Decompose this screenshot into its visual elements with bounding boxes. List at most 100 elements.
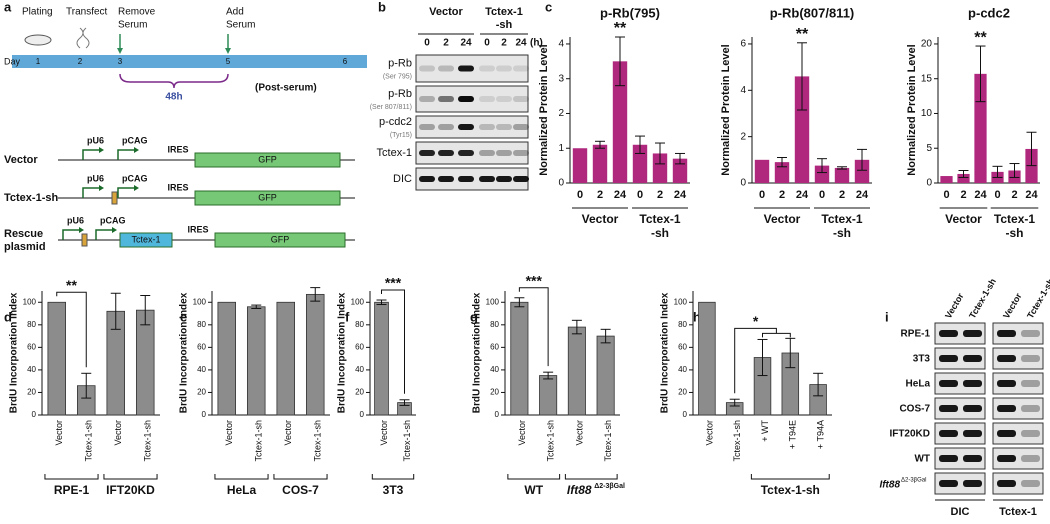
significance: **	[974, 29, 987, 46]
bar	[672, 158, 688, 183]
bar	[698, 301, 716, 416]
promoter-arrow	[117, 149, 136, 160]
blot-band	[438, 176, 454, 182]
error-bar	[675, 152, 685, 165]
significance-bracket	[762, 332, 791, 338]
y-tick-label: 4	[558, 39, 564, 50]
row-label: Tctex-1	[377, 147, 412, 159]
group-label: Tctex-1	[821, 212, 862, 226]
blot-band	[438, 124, 454, 130]
x-tick-label: 0	[943, 189, 949, 201]
error-bar	[399, 399, 410, 406]
event-label: Serum	[226, 20, 255, 31]
blot-band	[963, 330, 982, 337]
arrow-head	[225, 48, 231, 54]
blot-band	[997, 355, 1016, 362]
day: 2	[78, 57, 83, 66]
group-bracket	[507, 474, 561, 480]
lane-label: 24	[460, 38, 472, 49]
blot-band	[458, 124, 474, 130]
group-label: IFT20KD	[106, 483, 155, 497]
bar	[276, 301, 295, 416]
construct-element: GFP	[271, 234, 290, 244]
blot-band	[479, 96, 495, 102]
y-tick-label: 40	[678, 365, 687, 374]
group-label: -sh	[1006, 226, 1024, 240]
group-label-sup: Δ2-3βGal	[594, 483, 625, 490]
blot-band	[496, 96, 512, 102]
row-label-sup: Δ2-3βGal	[901, 478, 926, 484]
error-bar	[1026, 131, 1037, 167]
column-label: Tctex-1	[999, 506, 1037, 518]
bar	[940, 176, 953, 183]
event-label: Transfect	[66, 7, 108, 18]
group-label: Ift88	[567, 483, 592, 497]
y-tick-label: 100	[23, 297, 37, 306]
row-detail: (Ser 795)	[383, 73, 412, 80]
blot-band	[1021, 480, 1040, 487]
construct-element: IRES	[187, 224, 208, 234]
error-bar	[655, 142, 665, 165]
blot-band	[997, 430, 1016, 437]
group-bracket	[44, 474, 99, 480]
blot-band	[496, 124, 512, 130]
blot-box	[934, 472, 986, 495]
event-label: Plating	[22, 7, 53, 18]
blot-band	[513, 124, 529, 130]
group-label: RPE-1	[54, 483, 90, 497]
group-label: COS-7	[282, 483, 319, 497]
error-bar	[310, 287, 321, 302]
blot-band	[513, 150, 529, 156]
promoter-arrow	[95, 229, 114, 240]
group-label: Tctex-1	[639, 212, 680, 226]
y-tick-label: 40	[355, 365, 364, 374]
bar	[305, 293, 325, 416]
y-tick-label: 100	[486, 297, 500, 306]
bar	[957, 173, 970, 183]
blot-band	[963, 405, 982, 412]
error-bar	[635, 135, 645, 154]
significance: ***	[385, 275, 402, 291]
row-label: WT	[914, 454, 930, 465]
y-tick-label: 0	[926, 178, 932, 189]
blot-band	[458, 150, 474, 156]
y-tick-label: 0	[495, 410, 500, 419]
x-tick-label: + T94A	[815, 420, 825, 449]
panel-letter: b	[378, 0, 386, 14]
x-tick-label: 24	[614, 189, 627, 201]
x-tick-label: Tctex-1-sh	[84, 420, 94, 462]
construct-box	[119, 232, 173, 248]
y-tick-label: 80	[355, 320, 364, 329]
x-tick-label: + WT	[760, 419, 770, 441]
row-label: 3T3	[913, 354, 931, 365]
bar	[834, 167, 850, 183]
construct-box	[194, 190, 341, 206]
y-tick-label: 4	[740, 85, 746, 96]
bar	[652, 153, 668, 183]
x-tick-label: 2	[839, 189, 845, 201]
error-bar	[813, 372, 824, 397]
blot-band	[1021, 330, 1040, 337]
promoter-arrow	[82, 149, 101, 160]
panel-letter: g	[470, 309, 478, 324]
arrow-head	[99, 147, 104, 153]
panel-letter: f	[345, 309, 350, 324]
y-tick-label: 100	[351, 297, 365, 306]
bar	[814, 165, 830, 183]
blot-band	[939, 455, 958, 462]
row-label: p-Rb	[388, 88, 412, 100]
blot-box	[992, 372, 1044, 395]
y-tick-label: 80	[490, 320, 499, 329]
blot-band	[479, 176, 495, 182]
promoter-arrow	[62, 229, 81, 240]
panel-letter: c	[545, 0, 552, 14]
significance-bracket	[518, 287, 549, 367]
panel-letter: e	[180, 309, 187, 324]
blot-box	[415, 54, 529, 83]
row-detail: (Ser 807/811)	[370, 104, 412, 111]
y-tick-label: 60	[490, 342, 499, 351]
y-tick-label: 20	[27, 388, 36, 397]
bar	[592, 144, 608, 183]
error-bar	[110, 292, 121, 330]
blot-band	[458, 96, 474, 102]
